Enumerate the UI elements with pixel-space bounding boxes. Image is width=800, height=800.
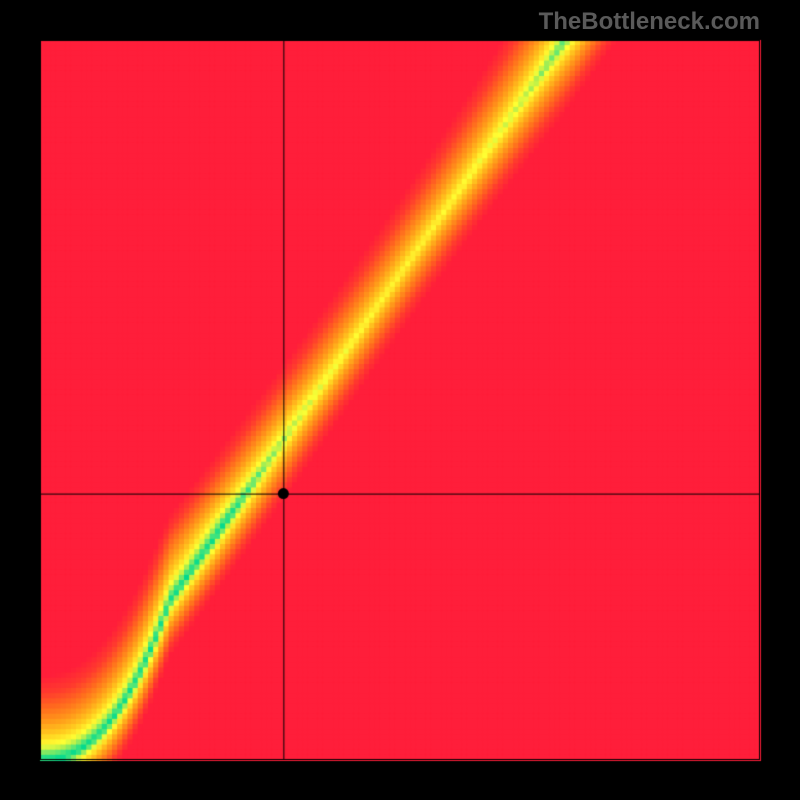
bottleneck-heatmap [0,0,800,800]
figure-root: TheBottleneck.com [0,0,800,800]
watermark-label: TheBottleneck.com [539,8,760,36]
